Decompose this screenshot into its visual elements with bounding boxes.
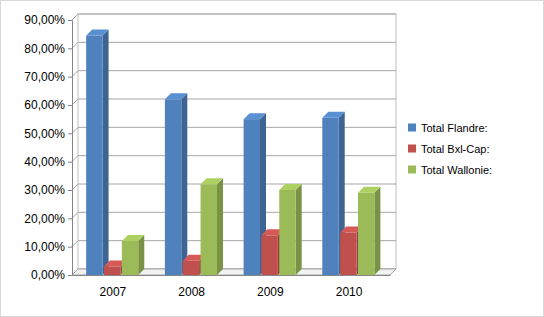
y-tick-label: 0,00% [31,268,65,282]
legend-swatch [408,145,416,153]
legend: Total Flandre: Total Bxl-Cap: Total Wallon… [408,122,492,176]
y-tick: 70,00% [24,70,72,84]
bar-side [217,178,223,275]
y-tick-mark [68,48,72,49]
y-tick-label: 20,00% [24,212,65,226]
bar [244,119,260,275]
x-tick: 2010 [336,275,363,299]
bar-side [138,235,144,275]
y-tick-label: 90,00% [24,13,65,27]
y-tick-label: 40,00% [24,155,65,169]
y-tick-label: 80,00% [24,42,65,56]
x-tick: 2009 [257,275,284,299]
bar [358,193,374,275]
bar [201,184,217,275]
legend-item: Total Wallonie: [408,164,492,176]
y-tick-mark [68,133,72,134]
grid [72,14,396,275]
bar-side [374,187,380,275]
bar-top [122,235,144,241]
bar-3d [122,235,144,275]
y-tick: 50,00% [24,127,72,141]
grid-line [72,184,396,190]
y-tick-mark [68,20,72,21]
y-tick: 80,00% [24,42,72,56]
bar [183,261,199,275]
bar [340,233,356,276]
legend-item: Total Flandre: [408,122,488,134]
bar [279,190,295,275]
y-tick-mark [68,218,72,219]
bar [86,36,102,275]
bar-top [279,184,301,190]
bar-3d [165,93,187,275]
bar-top [165,93,187,99]
chart-frame [1,1,544,317]
y-tick-label: 60,00% [24,98,65,112]
y-tick: 10,00% [24,240,72,254]
legend-label: Total Flandre: [421,122,488,134]
chart: 0,00% 10,00% 20,00% 30,00% 40,00% 50,00% 60,00… [0,0,544,317]
x-axis-line [73,275,391,276]
bar-top [86,30,108,36]
legend-swatch [408,124,416,132]
bar-top [244,113,266,119]
x-tick: 2008 [178,275,205,299]
bar [165,99,181,275]
y-tick-label: 10,00% [24,240,65,254]
bar [261,235,277,275]
bar-3d [358,187,380,275]
bar [104,267,120,276]
legend-item: Total Bxl-Cap: [408,143,489,155]
bar-3d [279,184,301,275]
y-tick: 0,00% [31,268,72,282]
bar [122,241,138,275]
grid-line [72,14,396,20]
x-axis: 2007 2008 2009 2010 [73,275,391,299]
x-tick-label: 2008 [178,285,205,299]
grid-line [72,212,396,218]
y-tick-label: 70,00% [24,70,65,84]
bar-side [181,93,187,275]
legend-swatch [408,166,416,174]
grid-line [72,99,396,105]
y-axis: 0,00% 10,00% 20,00% 30,00% 40,00% 50,00% 60,00… [24,13,72,282]
legend-label: Total Bxl-Cap: [421,143,489,155]
y-tick: 90,00% [24,13,72,27]
y-tick-label: 30,00% [24,183,65,197]
y-axis-line [68,21,73,276]
bar-top [358,187,380,193]
y-tick: 60,00% [24,98,72,112]
bar-top [201,178,223,184]
y-tick: 20,00% [24,212,72,226]
bar-top [322,112,344,118]
x-tick: 2007 [100,275,127,299]
y-tick-mark [68,77,72,78]
bar-3d [86,30,108,275]
x-tick-label: 2010 [336,285,363,299]
y-tick-mark [68,275,72,276]
bar-side [296,184,302,275]
legend-label: Total Wallonie: [421,164,492,176]
bar-side [103,30,109,275]
grid-line [72,71,396,77]
bar-3d [201,178,223,275]
y-tick: 40,00% [24,155,72,169]
y-tick-label: 50,00% [24,127,65,141]
x-tick-label: 2007 [100,285,127,299]
plot-wall [78,14,396,269]
bars [86,30,380,275]
y-tick-mark [68,162,72,163]
bar [322,118,338,275]
grid-line [72,127,396,133]
y-tick-mark [68,190,72,191]
y-tick-mark [68,105,72,106]
grid-line [72,156,396,162]
y-tick: 30,00% [24,183,72,197]
y-tick-mark [68,247,72,248]
grid-line [72,42,396,48]
x-tick-label: 2009 [257,285,284,299]
